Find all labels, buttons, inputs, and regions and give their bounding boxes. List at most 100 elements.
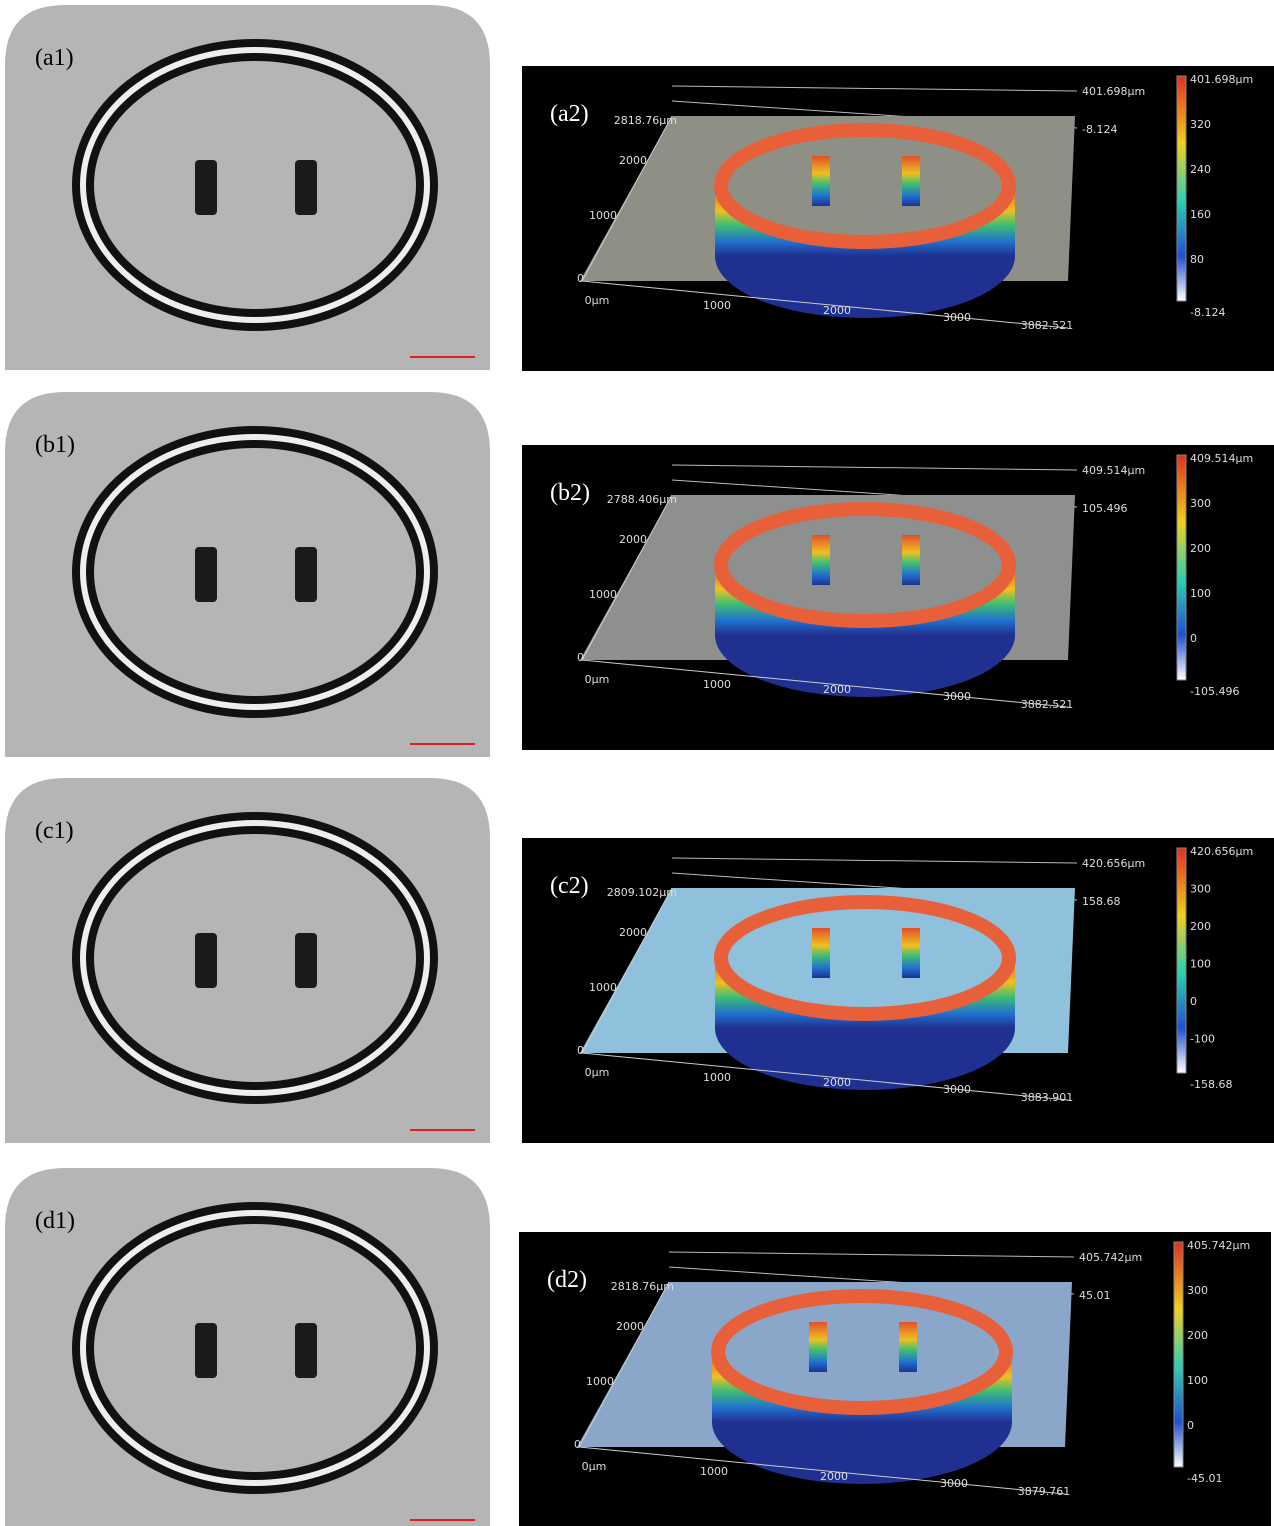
colorbar-label: 200 [1190, 920, 1211, 933]
pillar [902, 156, 920, 206]
colorbar-label: 405.742μm [1187, 1239, 1250, 1252]
pillar [195, 1323, 217, 1378]
colorbar-label: -8.124 [1190, 306, 1225, 319]
z-top: 401.698μm [1082, 85, 1145, 98]
panel-label: (d1) [35, 1208, 75, 1234]
panel-label: (c2) [550, 873, 589, 899]
colorbar-label: 420.656μm [1190, 845, 1253, 858]
colorbar [1177, 76, 1186, 301]
micrograph: (c1) [5, 778, 490, 1143]
pillar [902, 928, 920, 978]
colorbar-label: 401.698μm [1190, 73, 1253, 86]
y-tick-label: 2000 [619, 533, 647, 546]
panel-label: (c1) [35, 818, 74, 844]
x-tick-label: 0μm [582, 1460, 607, 1473]
colorbar-label: -45.01 [1187, 1472, 1222, 1485]
colorbar-label: 240 [1190, 163, 1211, 176]
x-tick-label: 2000 [823, 304, 851, 317]
z-top: 409.514μm [1082, 464, 1145, 477]
panel-label: (b2) [550, 480, 590, 506]
x-tick-label: 3000 [943, 1083, 971, 1096]
pillar [295, 933, 317, 988]
z-top: 405.742μm [1079, 1251, 1142, 1264]
y-tick-label: 1000 [589, 981, 617, 994]
panel-label: (d2) [547, 1267, 587, 1293]
colorbar-label: 80 [1190, 253, 1204, 266]
y-top: 2818.76μm [614, 114, 677, 127]
y-tick-label: 0 [577, 651, 584, 664]
ring-top [718, 1296, 1006, 1408]
pillar [902, 535, 920, 585]
figure: (a1)(a2)2818.76μm2000100000μm10002000300… [0, 0, 1274, 1526]
colorbar-label: 300 [1190, 497, 1211, 510]
y-tick-label: 1000 [589, 588, 617, 601]
colorbar [1177, 455, 1186, 680]
colorbar-label: 320 [1190, 118, 1211, 131]
pillar [809, 1322, 827, 1372]
y-tick-label: 2000 [619, 154, 647, 167]
x-tick-label: 3883.901 [1021, 1091, 1074, 1104]
y-tick-label: 2000 [616, 1320, 644, 1333]
colorbar [1174, 1242, 1183, 1467]
pillar [295, 1323, 317, 1378]
colorbar-label: 0 [1190, 995, 1197, 1008]
x-tick-label: 3000 [943, 311, 971, 324]
colorbar-label: 100 [1187, 1374, 1208, 1387]
colorbar-label: 300 [1190, 883, 1211, 896]
x-tick-label: 3000 [943, 690, 971, 703]
z-bottom: 45.01 [1079, 1289, 1111, 1302]
ring-top [721, 130, 1009, 242]
x-tick-label: 1000 [703, 1071, 731, 1084]
x-tick-label: 3879.761 [1018, 1485, 1071, 1498]
panel-label: (b1) [35, 432, 75, 458]
y-tick-label: 0 [577, 1044, 584, 1057]
x-tick-label: 3882.521 [1021, 698, 1074, 711]
x-tick-label: 1000 [700, 1465, 728, 1478]
z-bottom: 158.68 [1082, 895, 1121, 908]
panel-label: (a2) [550, 101, 589, 127]
x-tick-label: 3000 [940, 1477, 968, 1490]
colorbar-label: 200 [1187, 1329, 1208, 1342]
colorbar-label: 0 [1187, 1419, 1194, 1432]
y-top: 2788.406μm [607, 493, 677, 506]
colorbar [1177, 848, 1186, 1073]
panel-label: (a1) [35, 45, 74, 71]
colorbar-label: 100 [1190, 958, 1211, 971]
x-tick-label: 2000 [823, 1076, 851, 1089]
pillar [812, 156, 830, 206]
pillar [195, 933, 217, 988]
pillar [295, 547, 317, 602]
micrograph: (a1) [5, 5, 490, 370]
ring-top [721, 902, 1009, 1014]
x-tick-label: 1000 [703, 678, 731, 691]
x-tick-label: 0μm [585, 1066, 610, 1079]
y-tick-label: 1000 [589, 209, 617, 222]
colorbar-label: 100 [1190, 587, 1211, 600]
z-bottom: 105.496 [1082, 502, 1128, 515]
y-top: 2818.76μm [611, 1280, 674, 1293]
colorbar-label: 160 [1190, 208, 1211, 221]
micrograph: (d1) [5, 1168, 490, 1526]
colorbar-label: -100 [1190, 1033, 1215, 1046]
y-tick-label: 0 [574, 1438, 581, 1451]
colorbar-label: -158.68 [1190, 1078, 1232, 1091]
x-tick-label: 0μm [585, 673, 610, 686]
pillar [195, 160, 217, 215]
x-tick-label: 1000 [703, 299, 731, 312]
micrograph: (b1) [5, 392, 490, 757]
colorbar-label: 0 [1190, 632, 1197, 645]
z-top: 420.656μm [1082, 857, 1145, 870]
pillar [195, 547, 217, 602]
colorbar-label: 200 [1190, 542, 1211, 555]
colorbar-label: 409.514μm [1190, 452, 1253, 465]
y-tick-label: 0 [577, 272, 584, 285]
y-top: 2809.102μm [607, 886, 677, 899]
pillar [812, 928, 830, 978]
pillar [295, 160, 317, 215]
profile-3d: (d2)2818.76μm2000100000μm100020003000387… [519, 1232, 1271, 1526]
pillar [812, 535, 830, 585]
colorbar-label: -105.496 [1190, 685, 1239, 698]
